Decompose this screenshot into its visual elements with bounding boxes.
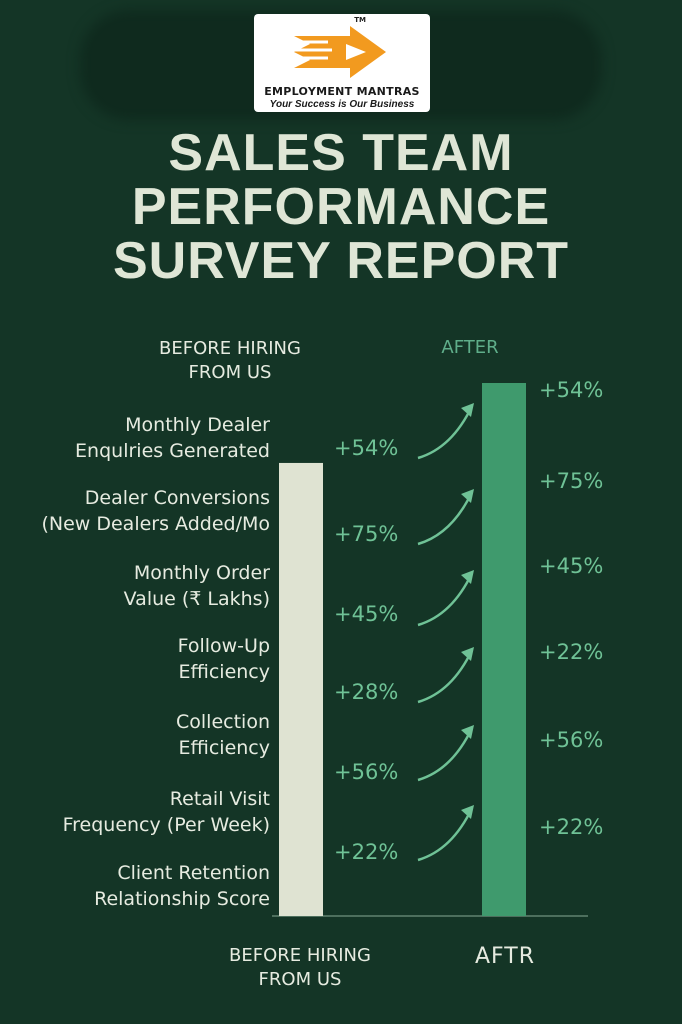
trend-up-arrow-icon [417,403,474,460]
before-footer-line-1: BEFORE HIRING [229,945,371,966]
arrow-head [461,403,474,417]
page-title: SALES TEAM PERFORMANCE SURVEY REPORT [0,126,682,288]
before-percent-label: +54% [334,436,399,460]
arrow-shaft [417,491,474,546]
after-footer: AFTR [474,944,536,969]
arrow-shaft [417,727,474,782]
arrow-shaft [417,807,474,862]
metric-label-line: Efficiency [178,661,270,683]
trademark-mark: TM [354,16,366,24]
arrow-shaft [417,649,474,704]
brand-tagline: Your Success is Our Business [269,99,415,110]
metric-label: Monthly Dealer Enqulries Generated [0,412,270,464]
before-percent-label: +56% [334,760,399,784]
before-percent-label: +45% [334,602,399,626]
metric-label-line: Follow-Up [177,635,270,657]
metric-label: Client Retention Relationship Score [0,860,270,912]
metric-label-line: Client Retention [117,862,270,884]
after-percent-label: +75% [539,469,604,493]
arrow-head [461,489,474,503]
arrow-head [461,805,474,819]
trend-up-arrow-icon [417,647,474,704]
metric-label-line: Enqulries Generated [75,440,270,462]
metric-label-line: (New Dealers Added/Mo [41,513,270,535]
metric-label-line: Retail Visit [169,788,270,810]
metric-label-line: Value (₹ Lakhs) [123,588,270,610]
arrow-head [461,725,474,739]
metric-label: Collection Efficiency [0,709,270,761]
title-line-2: PERFORMANCE [131,178,551,236]
after-percent-label: +54% [539,378,604,402]
metric-label-line: Monthly Dealer [125,414,270,436]
title-line-1: SALES TEAM [168,124,514,182]
bar-before [279,462,323,916]
brand-name: EMPLOYMENT MANTRAS [264,85,420,98]
metric-label: Follow-Up Efficiency [0,633,270,685]
after-header: AFTER [441,337,499,358]
arrow-logo-icon [288,26,386,78]
trend-up-arrow-icon [417,725,474,782]
before-footer: BEFORE HIRING FROM US [190,944,410,992]
metric-label-line: Efficiency [178,737,270,759]
after-percent-label: +22% [539,815,604,839]
after-percent-label: +45% [539,554,604,578]
trend-up-arrow-icon [417,570,474,627]
metric-label: Monthly Order Value (₹ Lakhs) [0,560,270,612]
before-header-line-1: BEFORE HIRING [159,338,301,359]
after-percent-label: +22% [539,640,604,664]
before-percent-label: +75% [334,522,399,546]
before-header-line-2: FROM US [188,362,272,383]
trend-up-arrow-icon [417,805,474,862]
metric-label: Retail Visit Frequency (Per Week) [0,786,270,838]
metric-label-line: Relationship Score [94,888,270,910]
brand-logo: TM EMPLOYMENT MANTRAS Your Success is Ou… [254,14,430,112]
after-percent-label: +56% [539,728,604,752]
metric-label-line: Monthly Order [133,562,270,584]
arrow-shaft [417,572,474,627]
before-header: BEFORE HIRING FROM US [120,337,340,385]
metric-label: Dealer Conversions (New Dealers Added/Mo [0,485,270,537]
bar-after [482,383,526,916]
before-percent-label: +22% [334,840,399,864]
before-footer-line-2: FROM US [258,969,342,990]
arrow-head [461,570,474,584]
arrow-head [461,647,474,661]
trend-up-arrow-icon [417,489,474,546]
metric-label-line: Frequency (Per Week) [62,814,270,836]
metric-label-line: Dealer Conversions [84,487,270,509]
arrow-shaft [417,405,474,460]
metric-label-line: Collection [176,711,270,733]
title-line-3: SURVEY REPORT [112,232,570,290]
before-percent-label: +28% [334,680,399,704]
